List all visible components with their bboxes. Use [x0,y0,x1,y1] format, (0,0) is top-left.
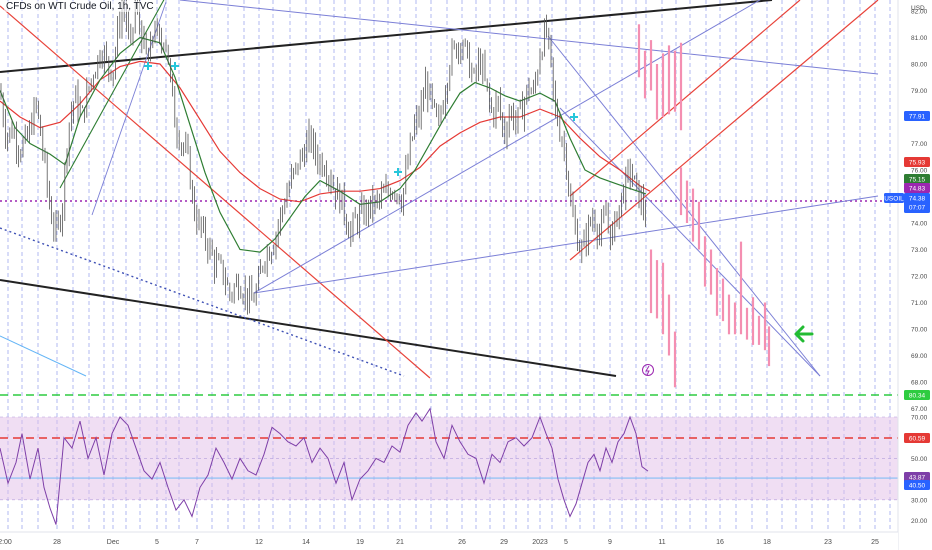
rsi-tick-label: 30.00 [911,497,928,504]
lower-black-trendline[interactable] [0,279,617,377]
red-diagonal-trendline[interactable] [0,5,431,379]
green-diagonal-line[interactable] [59,0,166,189]
purple-parallel-line[interactable] [559,107,821,377]
badge-75-15: 75.15 [909,176,926,183]
time-tick-label: 21 [396,539,404,546]
time-tick-label: 11 [658,539,665,546]
price-tick-label: 80.00 [911,62,928,69]
badge-40-50-bg [904,480,930,490]
price-axis: USD82.0081.0080.0079.0078.0077.0076.0075… [897,0,932,550]
price-tick-label: 70.00 [911,327,928,334]
badge-75-15-bg [904,174,930,184]
time-tick-label: 12 [255,539,263,546]
badge-43-87: 43.87 [909,474,926,481]
purple-descending-line[interactable] [547,35,821,377]
rsi-band [0,416,898,501]
symbol-countdown: 07:07 [909,205,926,212]
badge-77-91: 77.91 [909,113,926,120]
upper-black-trendline[interactable] [0,0,773,73]
chart-title: CFDs on WTI Crude Oil, 1h, TVC [4,1,156,12]
price-candles [0,0,646,315]
price-tick-label: 72.00 [911,274,928,281]
time-tick-label: 5 [155,539,159,546]
badge-75-93: 75.93 [909,159,926,166]
time-tick-label: Dec [107,539,120,546]
time-tick-label: 28 [53,539,61,546]
short-blue-line[interactable] [0,335,87,377]
rsi-series-line [0,407,649,525]
symbol-price: 74.38 [909,196,926,203]
currency-label: USD [911,5,925,12]
price-axis-background [900,0,932,550]
rsi-tick-label: 20.00 [911,518,928,525]
badge-75-93-bg [904,157,930,167]
symbol-name: USOIL [884,196,904,203]
symbol-name-bg [884,193,904,203]
projection-bars [637,24,771,388]
time-tick-label: 14 [302,539,310,546]
trend-lines[interactable] [0,0,879,379]
rsi-tick-label: 70.00 [911,415,928,422]
cross-marker [144,62,152,70]
badge-74-83: 74.83 [909,185,926,192]
badge-60-59-bg [904,433,930,443]
price-tick-label: 68.00 [911,380,928,387]
price-tick-label: 77.00 [911,141,928,148]
time-tick-label: 18 [763,539,771,546]
price-tick-label: 67.00 [911,406,928,413]
upper-purple-trendline[interactable] [179,0,879,75]
time-axis: 2:00 28 Dec 5 7 12 14 19 21 26 29 2023 5 9 11 16 18 23 25 [0,531,898,550]
price-tick-label: 74.00 [911,221,928,228]
badge-40-50: 40.50 [909,482,926,489]
badge-43-87-bg [904,472,930,482]
cross-marker [171,62,179,70]
time-tick-label: 26 [458,539,466,546]
dotted-blue-trendline[interactable] [0,227,405,377]
badge-80-34-bg [904,390,930,400]
time-axis-background [0,532,898,550]
arrow-left-icon [794,325,814,343]
time-tick-label: 23 [824,539,832,546]
cross-marker [570,113,578,121]
rsi-line [0,407,649,525]
time-tick-label: 25 [871,539,879,546]
time-tick-label: 19 [356,539,364,546]
badge-80-34: 80.34 [909,392,926,399]
time-tick-label: 2023 [532,539,548,546]
price-tick-label: 71.00 [911,300,928,307]
rsi-band-area [0,417,898,500]
lightning-icon [642,364,654,376]
badge-60-59: 60.59 [909,435,926,442]
moving-averages [0,36,651,253]
lightning-bolt-icon [645,365,650,376]
price-tick-label: 76.00 [911,168,928,175]
time-tick-label: 2:00 [0,539,12,546]
ma-green-line [0,36,647,253]
time-tick-label: 5 [564,539,568,546]
lower-purple-trendline[interactable] [253,195,879,294]
red-channel-upper[interactable] [569,0,801,197]
price-tick-label: 69.00 [911,353,928,360]
price-tick-label: 79.00 [911,88,928,95]
cross-marker [394,168,402,176]
time-tick-label: 9 [608,539,612,546]
badge-77-91-bg [904,111,930,121]
price-tick-label: 82.00 [911,9,928,16]
purple-steep-line[interactable] [91,1,167,216]
price-badges: 77.91 75.93 75.15 74.83 74.38 07:07 USOIL 80.34… [884,111,930,490]
time-tick-label: 29 [500,539,508,546]
markers [144,62,814,376]
ma-red-line [0,60,651,203]
rsi-tick-label: 50.00 [911,456,928,463]
price-tick-label: 81.00 [911,35,928,42]
time-tick-label: 16 [716,539,724,546]
price-tick-label: 73.00 [911,247,928,254]
badge-74-83-bg [904,183,930,193]
time-tick-label: 7 [195,539,199,546]
symbol-badge-bg [904,193,930,213]
